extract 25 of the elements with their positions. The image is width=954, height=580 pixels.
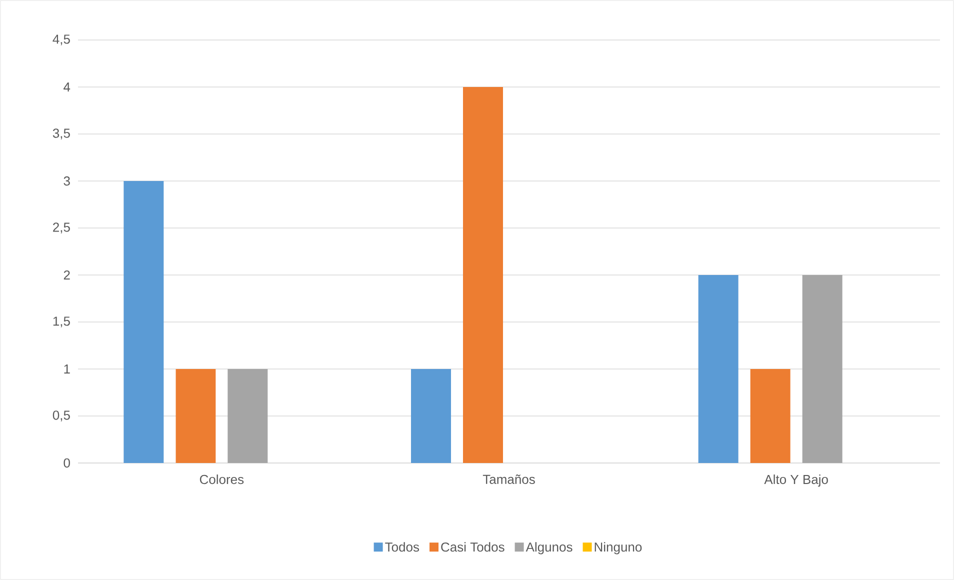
legend-label: Casi Todos <box>441 542 504 552</box>
bar <box>802 274 842 463</box>
legend-label: Algunos <box>526 542 572 554</box>
bar <box>228 368 268 463</box>
bar <box>124 180 164 463</box>
bar <box>411 368 452 463</box>
legend-label: Ninguno <box>594 542 642 554</box>
y-tick-label: 0 <box>64 458 70 468</box>
y-tick-label: 1 <box>64 364 70 374</box>
y-tick-label: 1,5 <box>53 316 70 328</box>
legend-label: Todos <box>385 542 420 552</box>
x-tick-label: Colores <box>200 474 244 484</box>
y-tick-label: 3,5 <box>52 128 70 140</box>
bar <box>176 368 216 463</box>
y-tick-label: 4,5 <box>52 34 70 46</box>
bar <box>698 274 738 463</box>
y-tick-label: 0,5 <box>52 410 70 422</box>
y-tick-label: 2,5 <box>53 222 70 234</box>
x-tick-label: Tamaños <box>482 474 535 484</box>
y-tick-label: 2 <box>64 270 70 280</box>
y-tick-label: 3 <box>64 176 70 186</box>
y-tick-label: 4 <box>64 82 70 92</box>
x-tick-label: Alto Y Bajo <box>764 474 828 487</box>
bar <box>463 86 503 463</box>
bar <box>750 368 790 463</box>
